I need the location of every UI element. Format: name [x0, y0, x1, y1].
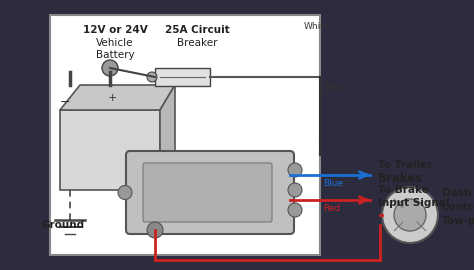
Text: Dash mount: Dash mount	[442, 188, 474, 198]
Circle shape	[288, 163, 302, 177]
Text: −: −	[60, 96, 70, 109]
Circle shape	[102, 60, 118, 76]
Text: Input Signal: Input Signal	[378, 198, 449, 208]
Text: controls for: controls for	[442, 202, 474, 212]
Text: 12V or 24V: 12V or 24V	[82, 25, 147, 35]
Text: White: White	[304, 22, 330, 31]
FancyBboxPatch shape	[50, 15, 320, 255]
FancyBboxPatch shape	[60, 110, 160, 190]
Circle shape	[288, 183, 302, 197]
Polygon shape	[60, 85, 175, 110]
Text: Breaker: Breaker	[177, 38, 218, 48]
Text: Black: Black	[323, 83, 347, 93]
Text: Battery: Battery	[96, 50, 134, 60]
FancyBboxPatch shape	[155, 68, 210, 86]
Text: To Trailer: To Trailer	[378, 160, 433, 170]
FancyBboxPatch shape	[143, 163, 272, 222]
Text: Brakes: Brakes	[378, 171, 423, 184]
Text: To Brake: To Brake	[378, 185, 429, 195]
FancyBboxPatch shape	[126, 151, 294, 234]
Circle shape	[103, 61, 117, 75]
Text: +: +	[107, 93, 117, 103]
Circle shape	[288, 203, 302, 217]
Text: Tow-pro.: Tow-pro.	[442, 216, 474, 226]
Circle shape	[147, 222, 163, 238]
Polygon shape	[160, 85, 175, 190]
Text: Vehicle: Vehicle	[96, 38, 134, 48]
Circle shape	[394, 199, 426, 231]
Text: Ground: Ground	[42, 220, 85, 230]
Text: Red: Red	[323, 204, 340, 213]
Text: 25A Circuit: 25A Circuit	[165, 25, 230, 35]
Circle shape	[147, 72, 157, 82]
Text: Blue: Blue	[323, 179, 343, 188]
Circle shape	[118, 185, 132, 200]
Circle shape	[382, 187, 438, 243]
